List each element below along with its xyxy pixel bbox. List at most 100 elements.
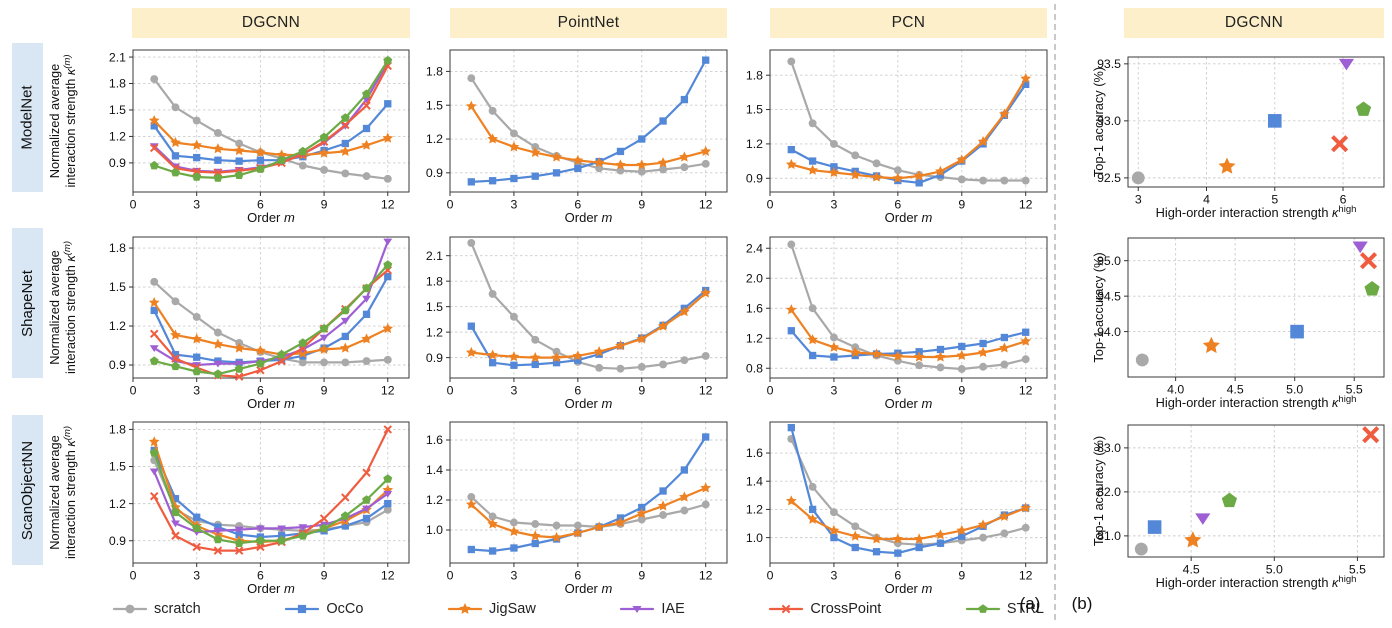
series-OcCo <box>787 423 1030 557</box>
y-tick-label: 94.0 <box>1097 325 1121 339</box>
y-tick-label: 1.5 <box>426 98 443 112</box>
gridlines <box>1128 425 1384 557</box>
panel-a-label: (a) <box>1019 594 1041 613</box>
x-tick-label: 9 <box>638 384 645 398</box>
x-axis-label: High-order interaction strength κhigh <box>1156 204 1357 220</box>
y-tick-label: 2.4 <box>746 241 763 255</box>
y-axis-label-line1: Normalized average <box>47 64 62 179</box>
chart-modelnet-pcn-line: 0.9 1.2 1.5 1.8 0 3 6 9 12 Order m <box>746 49 1048 225</box>
series-CrossPoint <box>149 265 393 381</box>
x-tick-label: 12 <box>1019 198 1033 212</box>
y-tick-label: 1.8 <box>109 77 126 91</box>
plot-box <box>132 236 410 379</box>
axis-ticks: 1.0 1.2 1.4 1.6 0 3 6 9 12 <box>746 446 1033 582</box>
x-tick-label: 5 <box>1271 193 1278 207</box>
gridlines <box>1128 57 1384 187</box>
y-tick-label: 1.2 <box>746 331 763 345</box>
column-header-dgcnn-scatter: DGCNN <box>1124 8 1384 38</box>
x-tick-label: 12 <box>1019 569 1033 583</box>
axis-ticks: 0.9 1.2 1.5 1.8 2.1 0 3 6 9 12 <box>426 249 713 398</box>
x-tick-label: 12 <box>1019 384 1033 398</box>
y-tick-label: 0.8 <box>746 361 763 375</box>
legend-item-CrossPoint: CrossPoint <box>768 600 881 618</box>
y-axis-label: Top-1 accuracy (%) <box>1091 436 1106 546</box>
plot-box <box>449 49 728 193</box>
x-tick-label: 9 <box>958 384 965 398</box>
panel-b-label: (b) <box>1071 594 1093 613</box>
x-tick-label: 9 <box>321 569 328 583</box>
series-JigSaw <box>465 100 712 170</box>
series-OcCo <box>467 433 710 555</box>
series-JigSaw <box>785 73 1032 183</box>
x-axis-label: High-order interaction strength κhigh <box>1156 574 1357 590</box>
y-tick-label: 0.9 <box>109 358 126 372</box>
column-header-pcn: PCN <box>770 8 1047 38</box>
chart-scanobjectnn-dgcnn-line: 0.9 1.2 1.5 1.8 0 3 6 9 12 Order m Normalized aver… <box>47 421 410 596</box>
x-tick-label: 3 <box>193 569 200 583</box>
x-tick-label: 6 <box>894 384 901 398</box>
y-tick-label: 1.6 <box>746 446 763 460</box>
x-tick-label: 0 <box>767 384 774 398</box>
x-axis-label: Order m <box>885 396 933 411</box>
chart-shapenet-pcn-line: 0.8 1.2 1.6 2.0 2.4 0 3 6 9 12 Order m <box>746 236 1048 411</box>
legend-item-JigSaw: JigSaw <box>447 600 536 618</box>
y-tick-label: 1.2 <box>426 132 443 146</box>
y-tick-label: 1.8 <box>109 423 126 437</box>
scatter-points <box>1135 241 1380 367</box>
x-axis-label: Order m <box>247 396 295 411</box>
y-tick-label: 1.5 <box>109 103 126 117</box>
legend-item-label: STRL <box>1006 601 1044 617</box>
y-tick-label: 1.5 <box>426 300 443 314</box>
x-tick-label: 9 <box>638 198 645 212</box>
pentagon-icon <box>965 604 1001 613</box>
gridlines <box>450 50 727 192</box>
row-label-modelnet: ModelNet <box>12 43 43 192</box>
y-tick-label: 95.0 <box>1097 254 1121 268</box>
y-tick-label: 1.2 <box>109 130 126 144</box>
plot-box <box>132 49 410 193</box>
y-tick-label: 1.5 <box>109 460 126 474</box>
panel-divider-dashed-line <box>1054 4 1056 620</box>
plot-box <box>449 236 728 379</box>
scatter-points <box>1131 58 1372 185</box>
x-tick-label: 3 <box>511 198 518 212</box>
legend-item-scratch: scratch <box>112 600 201 618</box>
x-tick-label: 3 <box>831 384 838 398</box>
x-tick-label: 12 <box>699 569 713 583</box>
x-tick-label: 6 <box>574 384 581 398</box>
y-axis-label: Top-1 accuracy (%) <box>1091 67 1106 177</box>
x-tick-label: 0 <box>767 569 774 583</box>
y-tick-label: 2.0 <box>746 271 763 285</box>
y-tick-label: 1.5 <box>109 280 126 294</box>
x-tick-label: 4.0 <box>1167 383 1184 397</box>
x-tick-label: 3 <box>511 384 518 398</box>
legend-item-label: IAE <box>661 601 685 617</box>
x-tick-label: 12 <box>699 198 713 212</box>
y-tick-label: 1.8 <box>109 241 126 255</box>
x-tick-label: 3 <box>511 569 518 583</box>
axis-ticks: 94.0 94.5 95.0 4.0 4.5 5.0 5.5 <box>1097 254 1363 397</box>
x-tick-label: 5.5 <box>1349 563 1366 577</box>
x-tick-label: 0 <box>447 384 454 398</box>
x-tick-label: 9 <box>958 198 965 212</box>
x-axis-label: Order m <box>565 396 613 411</box>
x-axis-label: Order m <box>885 210 933 225</box>
axis-ticks: 0.8 1.2 1.6 2.0 2.4 0 3 6 9 12 <box>746 241 1033 397</box>
x-tick-label: 3 <box>831 198 838 212</box>
y-tick-label: 0.9 <box>426 351 443 365</box>
x-tick-label: 6 <box>894 569 901 583</box>
axis-ticks: 92.5 93.0 93.5 3 4 5 6 <box>1097 57 1347 206</box>
plot-box <box>1127 56 1385 188</box>
axis-ticks: 0.9 1.2 1.5 1.8 0 3 6 9 12 <box>109 423 395 583</box>
axis-ticks: 81.0 82.0 83.0 4.5 5.0 5.5 <box>1097 441 1366 576</box>
x-tick-label: 0 <box>130 198 137 212</box>
x-tick-label: 0 <box>130 384 137 398</box>
chart-scanobjectnn-pointnet-line: 1.0 1.2 1.4 1.6 0 3 6 9 12 Order m <box>426 421 728 596</box>
legend-item-label: JigSaw <box>489 601 536 617</box>
x-tick-label: 5.5 <box>1346 383 1363 397</box>
y-tick-label: 1.5 <box>746 103 763 117</box>
y-tick-label: 81.0 <box>1097 529 1121 543</box>
star-icon <box>447 603 483 614</box>
chart-modelnet-pointnet-line: 0.9 1.2 1.5 1.8 0 3 6 9 12 Order m <box>426 49 728 225</box>
